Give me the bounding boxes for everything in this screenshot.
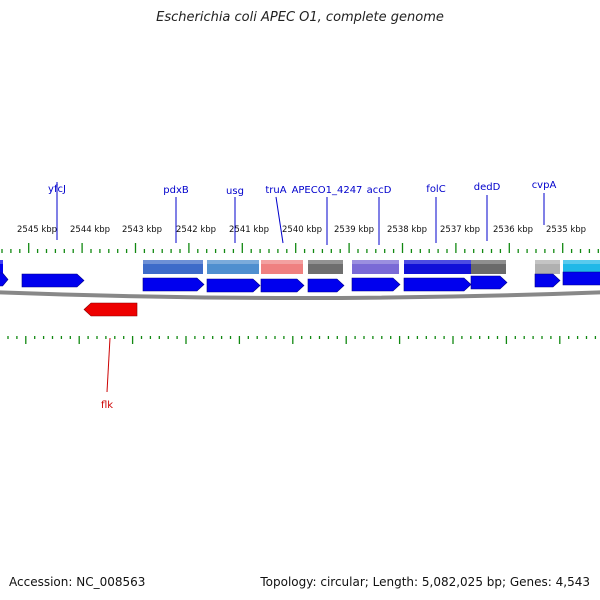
- cog-block: [207, 260, 259, 274]
- cog-block-shine: [471, 260, 506, 264]
- reverse-strand-genes: [83, 302, 138, 317]
- gene-label-cvpA: cvpA: [532, 180, 557, 191]
- accession-text: Accession: NC_008563: [9, 575, 146, 589]
- cog-block: [352, 260, 399, 274]
- reverse-gene-flk: [83, 302, 138, 317]
- cog-block: [404, 260, 471, 274]
- scale-label-2545: 2545 kbp: [17, 225, 57, 235]
- cog-block: [0, 260, 3, 274]
- forward-gene-arrow: [351, 277, 401, 292]
- gene-labels: yfcJ pdxB usg truA APECO1_4247 accD folC dedD cv…: [48, 180, 556, 411]
- outer-tick-ring: [1, 243, 599, 253]
- scale-label-2544: 2544 kbp: [70, 225, 110, 235]
- cog-block: [535, 260, 560, 274]
- forward-gene-arrow: [562, 271, 600, 286]
- scale-label-2542: 2542 kbp: [176, 225, 216, 235]
- genome-backbone: [0, 290, 600, 300]
- cog-block: [261, 260, 303, 274]
- gene-label-folC: folC: [426, 184, 445, 195]
- scale-label-2538: 2538 kbp: [387, 225, 427, 235]
- cog-block: [308, 260, 343, 274]
- scale-label-2539: 2539 kbp: [334, 225, 374, 235]
- cog-block-shine: [308, 260, 343, 264]
- scale-label-2541: 2541 kbp: [229, 225, 269, 235]
- cog-block: [563, 260, 600, 274]
- cog-block-shine: [261, 260, 303, 264]
- gene-label-truA: truA: [265, 185, 286, 196]
- cog-block-shine: [535, 260, 560, 264]
- cog-block-shine: [207, 260, 259, 264]
- gene-label-accD: accD: [367, 185, 392, 196]
- gene-label-flk: flk: [101, 400, 113, 411]
- scale-label-2540: 2540 kbp: [282, 225, 322, 235]
- scale-label-2537: 2537 kbp: [440, 225, 480, 235]
- forward-gene-arrow: [534, 273, 561, 288]
- forward-gene-arrow: [0, 272, 9, 287]
- gene-label-usg: usg: [226, 186, 244, 197]
- forward-gene-arrow: [142, 277, 205, 292]
- forward-strand-genes: [0, 271, 600, 293]
- forward-gene-arrow: [470, 275, 508, 290]
- forward-gene-arrow: [206, 278, 261, 293]
- forward-gene-arrow: [21, 273, 85, 288]
- inner-tick-ring: [7, 336, 597, 344]
- gene-label-dedD: dedD: [474, 182, 501, 193]
- cog-color-row: [0, 260, 600, 274]
- gene-leader-flk: [106, 337, 111, 393]
- gene-label-APECO1_4247: APECO1_4247: [292, 185, 363, 196]
- map-title: Escherichia coli APEC O1, complete genom…: [156, 10, 444, 25]
- genome-summary-text: Topology: circular; Length: 5,082,025 bp…: [260, 575, 590, 589]
- forward-gene-arrow: [403, 277, 472, 292]
- scale-label-2543: 2543 kbp: [122, 225, 162, 235]
- cog-block-shine: [143, 260, 203, 264]
- scale-labels: 2545 kbp 2544 kbp 2543 kbp 2542 kbp 2541 kbp…: [17, 225, 586, 235]
- cog-block: [471, 260, 506, 274]
- forward-gene-arrow: [260, 278, 305, 293]
- cog-block-shine: [0, 260, 3, 264]
- gene-label-pdxB: pdxB: [163, 185, 189, 196]
- cog-block: [143, 260, 203, 274]
- cog-block-shine: [404, 260, 471, 264]
- cog-block-shine: [352, 260, 399, 264]
- gene-leader-truA: [275, 196, 284, 244]
- cog-block-shine: [563, 260, 600, 264]
- scale-label-2535: 2535 kbp: [546, 225, 586, 235]
- scale-label-2536: 2536 kbp: [493, 225, 533, 235]
- forward-gene-arrow: [307, 278, 345, 293]
